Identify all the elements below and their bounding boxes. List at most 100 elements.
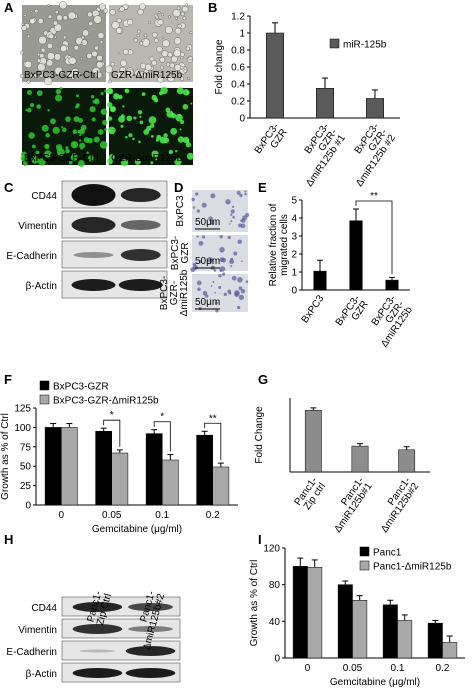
micrograph bbox=[19, 1, 108, 86]
cell bbox=[106, 158, 113, 165]
migration-image bbox=[190, 235, 248, 273]
cell bbox=[82, 29, 90, 37]
migrated-cell bbox=[205, 294, 209, 298]
migrated-cell bbox=[219, 247, 225, 253]
micrograph-caption: GZR-ΔmiR125b bbox=[111, 153, 183, 164]
cell bbox=[96, 61, 104, 69]
significance-label: * bbox=[160, 412, 164, 423]
panel-label: E bbox=[258, 180, 267, 195]
migrated-cell bbox=[201, 202, 207, 208]
legend-swatch bbox=[329, 38, 340, 49]
x-tick-label: 0.05 bbox=[102, 510, 122, 521]
cell bbox=[87, 11, 93, 18]
scale-bar-label: 50μm bbox=[195, 256, 220, 267]
cell bbox=[162, 39, 170, 48]
cell bbox=[186, 139, 190, 143]
bar bbox=[349, 220, 363, 291]
migration-row-label: BxPC3 bbox=[175, 195, 186, 227]
cell bbox=[173, 37, 182, 45]
migration-row-label: BxPC3-GZR bbox=[170, 236, 191, 270]
cell bbox=[44, 150, 52, 158]
y-tick-label: 0.6 bbox=[231, 63, 245, 74]
cell bbox=[60, 45, 67, 53]
legend-label: Panc1-ΔmiR125b bbox=[373, 562, 452, 573]
cell bbox=[177, 136, 185, 143]
cell bbox=[31, 144, 36, 149]
cell bbox=[56, 14, 63, 22]
blot-band bbox=[125, 668, 176, 678]
migrated-cell bbox=[192, 264, 198, 270]
blot-label: β-Actin bbox=[26, 281, 57, 292]
cell bbox=[47, 4, 50, 7]
migrated-cell bbox=[231, 205, 235, 209]
x-tick-label: Panc1-ΔmiR125b#1 bbox=[324, 475, 375, 535]
bar bbox=[95, 431, 112, 506]
significance-bracket bbox=[355, 200, 393, 275]
x-tick-label: BxPC3-GZR bbox=[253, 121, 290, 161]
blot-band bbox=[128, 626, 173, 632]
cell bbox=[95, 71, 103, 79]
bar bbox=[382, 604, 398, 659]
migrated-cell bbox=[207, 256, 213, 263]
cell bbox=[180, 52, 185, 58]
migrated-cell bbox=[230, 209, 235, 214]
cell bbox=[108, 153, 115, 160]
micrograph bbox=[20, 86, 108, 168]
cell bbox=[133, 38, 138, 43]
x-tick-label: 0.2 bbox=[436, 663, 450, 674]
micrograph-caption: BxPC3-GZR-Ctrl bbox=[24, 153, 98, 164]
micrograph-caption: GZR-ΔmiR125b bbox=[111, 70, 183, 81]
cell bbox=[170, 127, 178, 135]
cell bbox=[178, 113, 181, 117]
cell bbox=[180, 120, 185, 125]
y-tick-label: 1.2 bbox=[231, 12, 245, 23]
blot-band bbox=[128, 603, 173, 611]
cell bbox=[104, 89, 107, 93]
migrated-cell bbox=[218, 285, 222, 290]
x-tick-label: 0 bbox=[58, 510, 64, 521]
cell bbox=[45, 133, 50, 138]
significance-label: * bbox=[110, 410, 114, 421]
cell bbox=[109, 9, 116, 16]
y-axis-label: Relative fraction of bbox=[268, 203, 279, 286]
cell bbox=[21, 22, 25, 26]
cell bbox=[175, 114, 183, 122]
panel-label: F bbox=[4, 372, 12, 387]
cell bbox=[128, 133, 133, 138]
cell bbox=[78, 118, 83, 123]
cell bbox=[71, 68, 80, 77]
cell bbox=[108, 79, 112, 84]
cell bbox=[153, 37, 159, 43]
bar bbox=[111, 452, 129, 506]
x-tick-label: 0.2 bbox=[206, 510, 220, 521]
cell bbox=[99, 141, 108, 149]
blot-band bbox=[71, 217, 116, 233]
significance-bracket bbox=[204, 422, 222, 461]
bar bbox=[212, 466, 230, 506]
cell bbox=[156, 134, 162, 140]
cell bbox=[176, 6, 181, 11]
cell bbox=[39, 53, 45, 59]
cell bbox=[139, 71, 147, 79]
cell bbox=[23, 13, 27, 17]
cell bbox=[99, 40, 104, 44]
cell bbox=[68, 160, 73, 165]
cell bbox=[186, 152, 194, 160]
migrated-cell bbox=[237, 239, 243, 245]
cell bbox=[141, 92, 146, 97]
cell bbox=[105, 65, 113, 74]
cell bbox=[150, 123, 155, 128]
cell bbox=[179, 76, 185, 81]
cell bbox=[120, 124, 124, 128]
cell bbox=[59, 86, 63, 90]
bar bbox=[196, 434, 213, 506]
migrated-cell bbox=[214, 291, 216, 294]
migration-image bbox=[191, 190, 250, 232]
x-tick-label: BxPC3-GZR bbox=[334, 293, 371, 333]
bar bbox=[61, 427, 78, 506]
cell bbox=[29, 102, 35, 108]
cell bbox=[46, 52, 55, 61]
migrated-cell bbox=[239, 193, 243, 198]
y-tick-label: 0 bbox=[291, 286, 297, 297]
y-tick-label: 1 bbox=[239, 29, 245, 40]
